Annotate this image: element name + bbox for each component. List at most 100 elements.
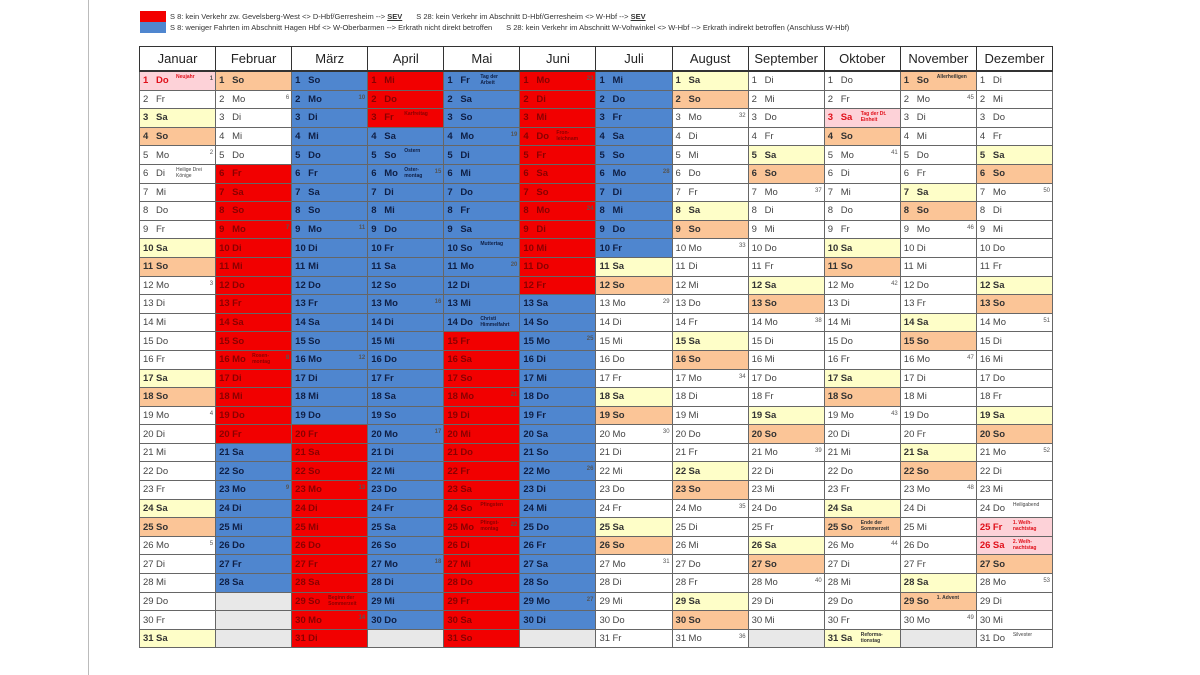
weekday: Do bbox=[688, 558, 701, 570]
weekday: Mo bbox=[688, 502, 702, 514]
weekday: Sa bbox=[156, 633, 168, 645]
day-cell: 29 Mo 27 bbox=[519, 591, 597, 612]
day-cell: 20 Mo 17 bbox=[367, 424, 445, 444]
day-cell: 25 So bbox=[138, 517, 217, 537]
weekday: Mi bbox=[840, 317, 851, 329]
day-cell: 14 Mo 51 bbox=[975, 312, 1054, 333]
weekday: Sa bbox=[384, 261, 396, 273]
day-number: 5 bbox=[979, 149, 986, 161]
day-cell: 12 Mo 3 bbox=[138, 275, 217, 296]
day-number: 15 bbox=[295, 335, 306, 347]
day-number: 21 bbox=[371, 447, 382, 459]
weekday: Do bbox=[764, 502, 777, 514]
day-cell: 24 Mo 35 bbox=[671, 498, 749, 519]
weekday: Sa bbox=[916, 186, 929, 198]
day-cell: 3 Di bbox=[215, 108, 293, 128]
day-number: 26 bbox=[371, 540, 382, 552]
day-cell: 7 Do bbox=[443, 182, 521, 203]
day-cell: 8 Fr bbox=[443, 201, 521, 221]
day-cell: 29 Fr bbox=[443, 591, 521, 612]
week-number: 41 bbox=[891, 150, 898, 157]
day-cell: 19 Mo 43 bbox=[823, 405, 901, 426]
weekday: So bbox=[460, 633, 473, 645]
weekday: Mi bbox=[612, 335, 623, 347]
weekday: Fr bbox=[612, 112, 622, 124]
day-cell: 15 Sa bbox=[671, 331, 749, 351]
day-number: 3 bbox=[447, 112, 453, 124]
day-number: 20 bbox=[675, 428, 687, 440]
weekday: Di bbox=[308, 633, 318, 645]
week-number: 37 bbox=[815, 187, 822, 194]
day-cell: 8 Mi bbox=[367, 201, 445, 221]
day-cell: 3 Di bbox=[291, 108, 369, 128]
weekday: Mi bbox=[156, 186, 167, 198]
day-cell: 6 So bbox=[747, 163, 825, 184]
day-number: 9 bbox=[903, 224, 910, 236]
weekday: So bbox=[916, 75, 929, 87]
weekday: So bbox=[992, 298, 1005, 310]
day-number: 23 bbox=[219, 484, 230, 496]
day-number: 25 bbox=[827, 521, 839, 533]
day-cell: 6 Do bbox=[671, 163, 749, 184]
day-cell: 20 Do bbox=[671, 424, 749, 444]
day-number: 20 bbox=[295, 428, 306, 440]
day-number: 22 bbox=[371, 465, 382, 477]
day-number: 1 bbox=[143, 75, 149, 87]
day-cell: 14 Fr bbox=[671, 312, 749, 333]
day-cell: 16 Mo 47 bbox=[899, 349, 977, 370]
day-cell: 1 Sa bbox=[671, 70, 749, 91]
day-cell: 5 So Ostern bbox=[367, 145, 445, 165]
day-number: 7 bbox=[219, 186, 225, 198]
week-number: 11 bbox=[358, 224, 366, 231]
day-number: 17 bbox=[371, 372, 382, 384]
weekday: Di bbox=[460, 540, 470, 552]
day-number: 30 bbox=[371, 614, 382, 626]
day-cell: 31 Mo 36 bbox=[671, 628, 749, 649]
day-cell: 7 So bbox=[519, 182, 597, 203]
day-cell: 22 Mo 26 bbox=[519, 461, 597, 482]
weekday: Sa bbox=[992, 540, 1005, 552]
holiday-note: Oster-montag bbox=[404, 166, 423, 179]
day-number: 8 bbox=[675, 205, 681, 217]
day-cell: 15 Di bbox=[975, 331, 1054, 351]
week-number: 36 bbox=[738, 633, 746, 640]
holiday-note: Beginn der Sommerzeit bbox=[328, 594, 357, 607]
weekday: Do bbox=[916, 149, 929, 161]
day-cell: 9 Di bbox=[519, 219, 597, 240]
day-number: 29 bbox=[979, 595, 991, 607]
day-number: 5 bbox=[599, 149, 605, 161]
day-number: 29 bbox=[523, 595, 534, 607]
day-number: 18 bbox=[295, 391, 306, 403]
weekday: Mi bbox=[688, 279, 699, 291]
day-cell: 2 Mo 10 bbox=[291, 89, 369, 110]
day-cell: 21 Mo 52 bbox=[975, 442, 1054, 463]
weekday: Fr bbox=[384, 112, 394, 124]
day-cell: 14 So bbox=[519, 312, 597, 333]
weekday: Fr bbox=[308, 298, 318, 310]
day-number: 4 bbox=[599, 131, 605, 143]
weekday: Sa bbox=[460, 93, 472, 105]
day-cell: 13 Sa bbox=[519, 294, 597, 314]
day-number: 26 bbox=[599, 540, 611, 552]
week-number: 40 bbox=[815, 578, 822, 585]
day-cell: 1 Di bbox=[975, 70, 1054, 91]
day-cell: 10 Fr bbox=[595, 238, 673, 258]
weekday: Fr bbox=[612, 242, 622, 254]
week-number: 6 bbox=[285, 94, 290, 101]
weekday: Fr bbox=[840, 484, 850, 496]
day-number: 27 bbox=[903, 558, 915, 570]
weekday: Mo bbox=[916, 224, 930, 236]
day-number: 20 bbox=[827, 428, 839, 440]
weekday: Do bbox=[156, 595, 169, 607]
day-number: 1 bbox=[751, 75, 757, 87]
weekday: Di bbox=[992, 465, 1002, 477]
weekday: Fr bbox=[840, 93, 850, 105]
day-cell: 23 Mo 13 bbox=[291, 480, 369, 500]
day-number: 27 bbox=[979, 558, 991, 570]
day-number: 28 bbox=[903, 577, 915, 589]
month-header: Dezember bbox=[975, 46, 1054, 72]
day-cell: 17 Fr bbox=[367, 368, 445, 389]
week-number: 44 bbox=[891, 540, 898, 547]
day-number: 2 bbox=[827, 93, 833, 105]
day-number: 30 bbox=[523, 614, 534, 626]
